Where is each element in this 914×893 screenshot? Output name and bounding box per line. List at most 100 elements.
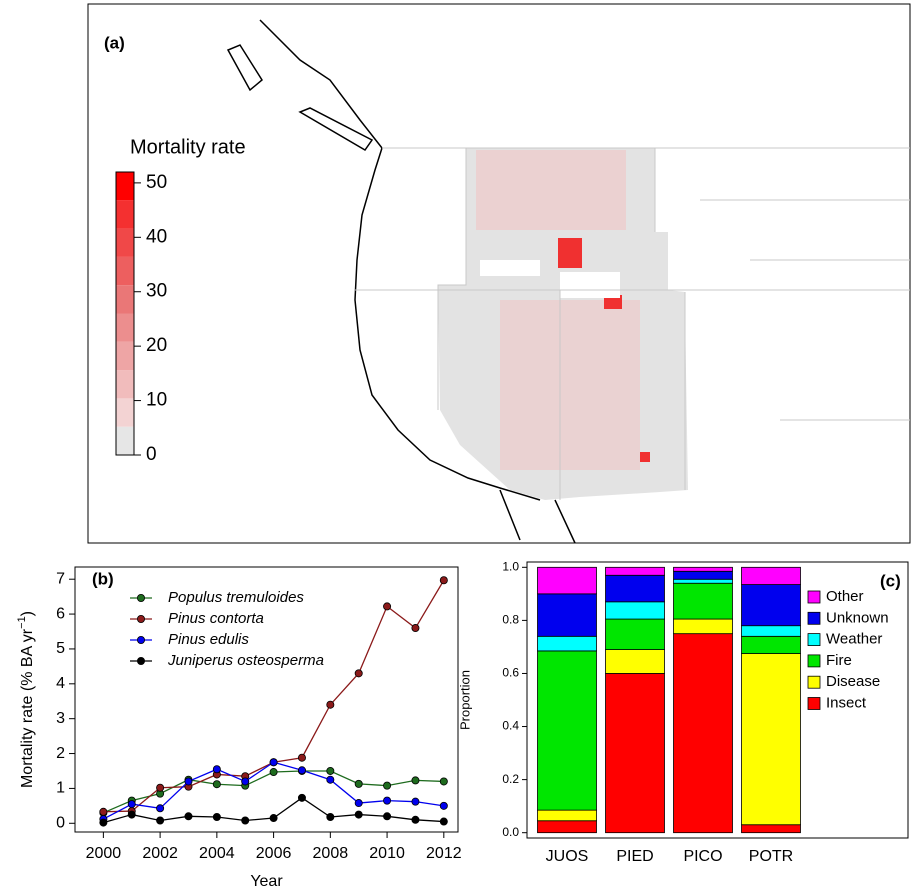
data-point <box>241 777 250 786</box>
bar-segment <box>605 618 665 650</box>
x-tick-label: PICO <box>683 848 722 865</box>
gap <box>560 272 620 298</box>
legend-label: Pinus contorta <box>168 610 264 627</box>
colorbar-block <box>116 313 134 342</box>
legend-swatch <box>807 697 821 710</box>
y-axis-label: Mortality rate (% BA yr−1) <box>16 611 36 788</box>
y-tick-label: 0 <box>56 815 65 832</box>
y-axis-label: Proportion <box>457 670 472 730</box>
plot-frame <box>526 561 909 839</box>
bar-segment <box>673 570 733 580</box>
data-point <box>439 817 448 826</box>
coastline <box>499 489 576 544</box>
y-tick-label: 1 <box>56 780 65 797</box>
bar-segment <box>741 653 801 826</box>
bar-segment <box>537 566 597 595</box>
bar-segment <box>605 649 665 674</box>
y-tick-label: 1.0 <box>502 559 519 573</box>
legend-label: Disease <box>826 673 880 690</box>
colorbar-block <box>116 426 134 455</box>
colorbar-block <box>116 398 134 427</box>
bar-segment <box>741 566 801 585</box>
legend-marker <box>136 594 145 603</box>
data-point <box>184 777 193 786</box>
y-tick-label: 4 <box>56 675 65 692</box>
legend-label: Weather <box>826 631 882 648</box>
colorbar-tick-label: 30 <box>146 281 167 302</box>
data-point <box>99 807 108 816</box>
data-point <box>411 797 420 806</box>
x-tick-label: 2002 <box>142 845 178 862</box>
x-tick-label: POTR <box>749 848 793 865</box>
line-panel: 0 1 2 3 4 5 6 7 2000 2002 2004 2006 2008 2010 2012 Year… <box>16 566 462 890</box>
legend-swatch <box>807 675 821 689</box>
x-tick-label: 2006 <box>256 845 292 862</box>
data-point <box>439 801 448 810</box>
mortality-hotspot <box>604 295 622 309</box>
colorbar-block <box>116 172 134 201</box>
mortality-hotspot <box>558 238 582 268</box>
mortality-cells <box>476 150 626 230</box>
data-point <box>326 775 335 784</box>
colorbar-frame <box>115 171 135 456</box>
coastline <box>259 19 383 149</box>
legend-label: Populus tremuloides <box>168 589 304 606</box>
y-tick-label: 3 <box>56 710 65 727</box>
panel-label: (b) <box>92 569 114 588</box>
colorbar-block <box>116 370 134 399</box>
data-point <box>411 815 420 824</box>
bar-segment <box>537 650 597 811</box>
legend-swatch <box>807 590 821 604</box>
legend-label: Other <box>826 588 864 605</box>
data-point <box>411 624 420 633</box>
bar-segment <box>537 635 597 652</box>
island <box>226 44 374 151</box>
x-tick-label: 2012 <box>426 845 462 862</box>
bar-segment <box>673 633 733 834</box>
data-point <box>439 777 448 786</box>
legend-label: Pinus edulis <box>168 631 249 648</box>
data-point <box>269 814 278 823</box>
data-point <box>383 602 392 611</box>
data-point <box>269 758 278 767</box>
data-point <box>99 818 108 827</box>
data-point <box>269 768 278 777</box>
bar-segment <box>741 635 801 654</box>
data-point <box>297 753 306 762</box>
bar-segment <box>605 673 665 834</box>
bar-segment <box>673 618 733 635</box>
colorbar: 0 10 20 30 40 50 <box>115 171 167 465</box>
legend-label: Juniperus osteosperma <box>167 652 324 669</box>
legend-marker <box>136 636 145 645</box>
legend-marker <box>136 615 145 624</box>
data-point <box>156 783 165 792</box>
y-tick-label: 6 <box>56 605 65 622</box>
data-point <box>354 669 363 678</box>
series-line <box>103 579 445 813</box>
data-point <box>354 779 363 788</box>
bar-segment <box>605 566 665 576</box>
bar-segment <box>673 582 733 620</box>
data-point <box>354 810 363 819</box>
x-tick-label: 2004 <box>199 845 235 862</box>
data-point <box>184 812 193 821</box>
bar-segment <box>537 820 597 834</box>
colorbar-block <box>116 256 134 286</box>
legend-label: Unknown <box>826 609 889 626</box>
colorbar-block <box>116 200 134 229</box>
mortality-cells <box>500 300 640 470</box>
data-point <box>241 816 250 825</box>
y-tick-label: 2 <box>56 745 65 762</box>
colorbar-tick-label: 10 <box>146 390 167 411</box>
map-panel: (a) Mortality rate 0 10 20 30 40 50 <box>87 3 911 544</box>
bar-segment <box>673 578 733 584</box>
colorbar-tick-label: 0 <box>146 444 157 465</box>
x-axis-label: Year <box>250 873 283 890</box>
bar-segment <box>605 574 665 603</box>
y-tick-label: 0.4 <box>502 719 519 733</box>
x-tick-label: 2010 <box>369 845 405 862</box>
data-point <box>383 812 392 821</box>
data-point <box>439 576 448 585</box>
legend-swatch <box>807 654 821 668</box>
data-point <box>212 765 221 774</box>
